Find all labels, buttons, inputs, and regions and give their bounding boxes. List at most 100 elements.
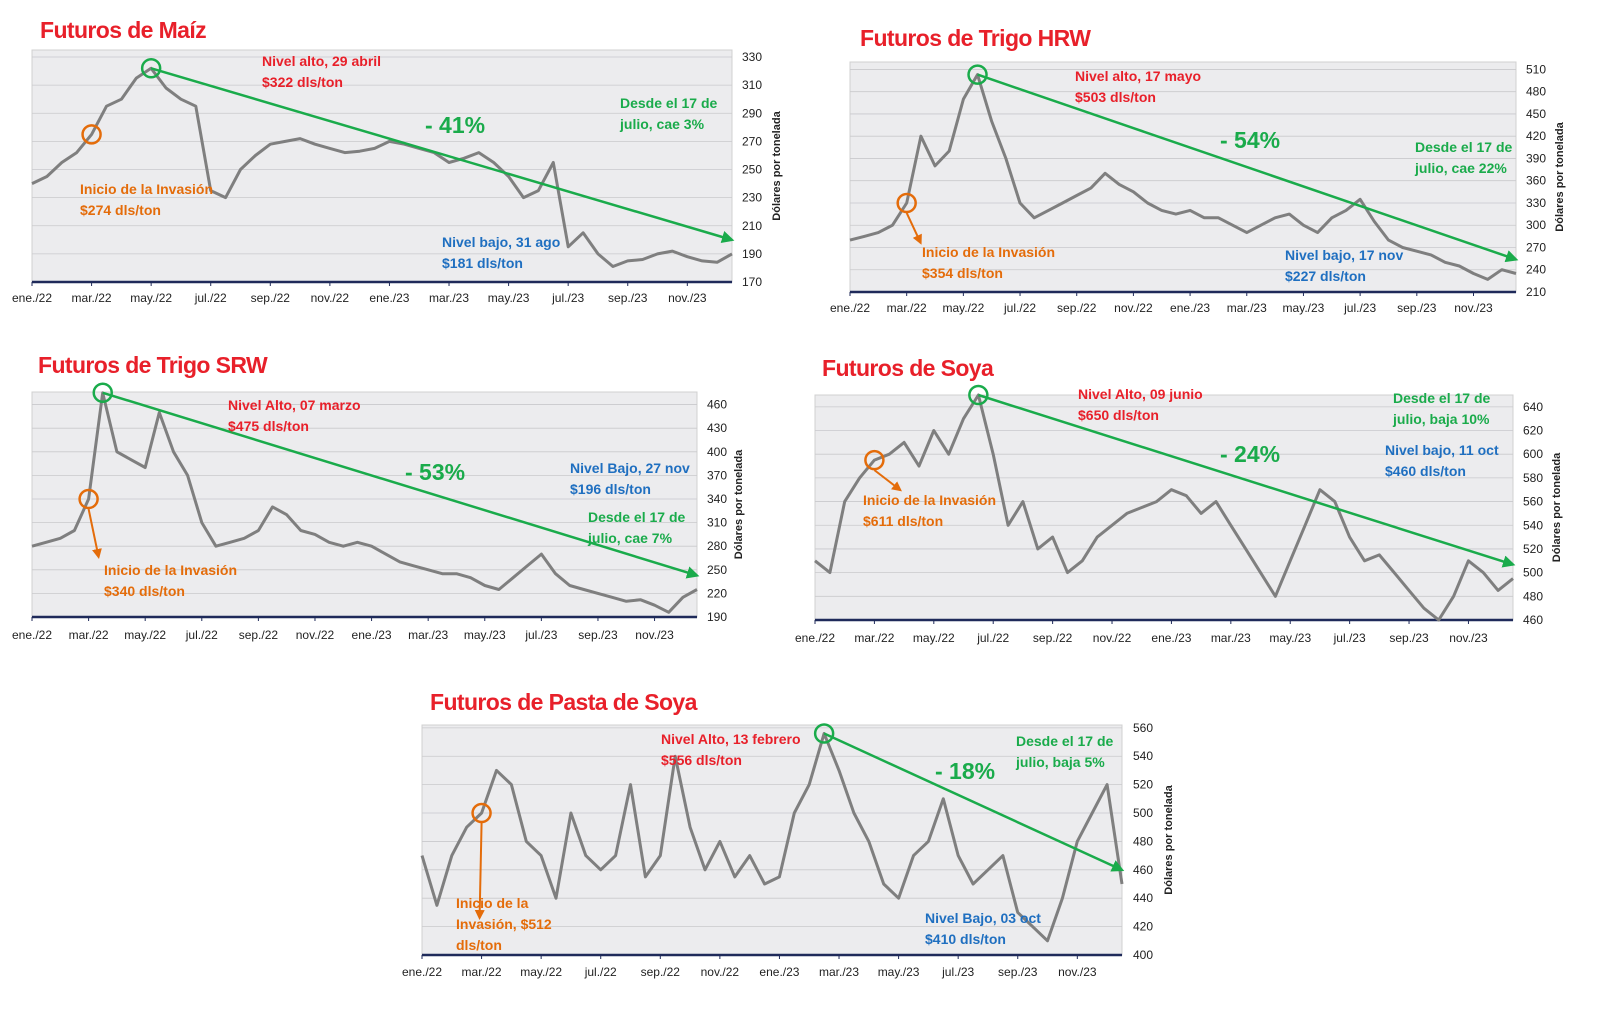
y-tick-label: 640 bbox=[1523, 400, 1543, 414]
annotation: Inicio de la Invasión bbox=[80, 181, 213, 197]
x-tick-label: jul./22 bbox=[185, 628, 218, 642]
y-tick-label: 400 bbox=[707, 445, 727, 459]
y-tick-label: 250 bbox=[742, 163, 762, 177]
annotation: $410 dls/ton bbox=[925, 931, 1006, 947]
x-tick-label: may./23 bbox=[878, 965, 920, 979]
plot-area bbox=[31, 49, 733, 283]
y-tick-label: 270 bbox=[742, 134, 762, 148]
annotation: $556 dls/ton bbox=[661, 752, 742, 768]
y-tick-label: 170 bbox=[742, 275, 762, 289]
x-tick-label: nov./23 bbox=[1454, 301, 1493, 315]
invasion-marker bbox=[471, 802, 492, 824]
y-tick-label: 560 bbox=[1523, 495, 1543, 509]
x-tick-label: mar./22 bbox=[462, 965, 502, 979]
y-tick-label: 420 bbox=[1526, 129, 1546, 143]
invasion-arrow bbox=[905, 212, 922, 245]
y-tick-label: 310 bbox=[707, 516, 727, 530]
x-tick-label: mar./22 bbox=[69, 628, 109, 642]
change-label: - 24% bbox=[1220, 441, 1280, 467]
x-tick-label: sep./23 bbox=[1397, 301, 1437, 315]
annotation: Nivel Alto, 07 marzo bbox=[228, 397, 361, 413]
change-label: - 54% bbox=[1220, 127, 1280, 153]
x-tick-label: jul./22 bbox=[1003, 301, 1036, 315]
x-tick-label: mar./23 bbox=[429, 291, 469, 305]
chart-title: Futuros de Soya bbox=[822, 355, 994, 381]
price-line bbox=[31, 66, 733, 268]
y-tick-label: 500 bbox=[1133, 806, 1153, 820]
invasion-arrow bbox=[87, 508, 102, 559]
x-tick-label: mar./23 bbox=[819, 965, 859, 979]
annotation: julio, baja 5% bbox=[1015, 754, 1105, 770]
annotation: Desde el 17 de bbox=[620, 95, 717, 111]
x-tick-label: sep./23 bbox=[608, 291, 648, 305]
change-label: - 18% bbox=[935, 758, 995, 784]
plot-area bbox=[814, 394, 1514, 621]
annotation: $503 dls/ton bbox=[1075, 89, 1156, 105]
annotation: $611 dls/ton bbox=[863, 513, 943, 529]
y-tick-label: 270 bbox=[1526, 240, 1546, 254]
annotation: $650 dls/ton bbox=[1078, 407, 1159, 423]
annotation: Inicio de la Invasión bbox=[922, 244, 1055, 260]
y-tick-label: 300 bbox=[1526, 218, 1546, 232]
y-tick-label: 440 bbox=[1133, 891, 1153, 905]
x-tick-label: may./22 bbox=[520, 965, 562, 979]
y-tick-label: 330 bbox=[742, 50, 762, 64]
y-tick-label: 330 bbox=[1526, 196, 1546, 210]
y-tick-label: 420 bbox=[1133, 920, 1153, 934]
peak-marker bbox=[140, 58, 162, 79]
x-tick-label: mar./22 bbox=[854, 631, 894, 645]
peak-marker bbox=[92, 382, 113, 404]
annotation: Nivel alto, 29 abril bbox=[262, 53, 381, 69]
x-tick-label: mar./23 bbox=[1211, 631, 1251, 645]
chart-title: Futuros de Pasta de Soya bbox=[430, 689, 698, 715]
y-tick-label: 580 bbox=[1523, 471, 1543, 485]
chart: Futuros de Maíz 170 190 210 230 250 270 290 310 3… bbox=[12, 17, 783, 305]
y-tick-label: 280 bbox=[707, 539, 727, 553]
invasion-marker bbox=[896, 192, 917, 214]
price-line bbox=[849, 73, 1517, 281]
x-tick-label: nov./22 bbox=[1093, 631, 1132, 645]
chart: Futuros de Trigo SRW 190 220 250 280 310 340 37… bbox=[12, 352, 745, 642]
x-tick-label: ene./22 bbox=[12, 628, 52, 642]
y-tick-label: 480 bbox=[1133, 834, 1153, 848]
chart: Futuros de Soya 460 480 500 520 540 560 580 600 6… bbox=[795, 355, 1563, 645]
price-line bbox=[31, 391, 698, 614]
annotation: Nivel Bajo, 03 oct bbox=[925, 910, 1041, 926]
x-tick-label: mar./23 bbox=[408, 628, 448, 642]
y-tick-label: 520 bbox=[1523, 542, 1543, 556]
annotation: Nivel Alto, 13 febrero bbox=[661, 731, 801, 747]
x-tick-label: sep./22 bbox=[1033, 631, 1073, 645]
y-tick-label: 340 bbox=[707, 492, 727, 506]
annotation: Inicio de la Invasión bbox=[863, 492, 996, 508]
x-tick-label: ene./22 bbox=[12, 291, 52, 305]
invasion-marker bbox=[78, 488, 99, 510]
y-tick-label: 220 bbox=[707, 586, 727, 600]
trend-arrow bbox=[823, 732, 1125, 872]
annotation: Nivel bajo, 31 ago bbox=[442, 234, 560, 250]
annotation: Desde el 17 de bbox=[1415, 139, 1512, 155]
x-tick-label: sep./22 bbox=[251, 291, 291, 305]
x-tick-label: may./23 bbox=[488, 291, 530, 305]
annotation: julio, cae 7% bbox=[587, 530, 673, 546]
x-tick-label: sep./22 bbox=[1057, 301, 1097, 315]
x-tick-label: may./22 bbox=[913, 631, 955, 645]
x-tick-label: nov./22 bbox=[1114, 301, 1153, 315]
x-tick-label: jul./23 bbox=[524, 628, 557, 642]
y-tick-label: 480 bbox=[1523, 589, 1543, 603]
y-tick-label: 560 bbox=[1133, 721, 1153, 735]
peak-marker bbox=[968, 384, 989, 406]
x-tick-label: ene./23 bbox=[369, 291, 409, 305]
peak-marker bbox=[967, 64, 988, 85]
y-tick-label: 240 bbox=[1526, 263, 1546, 277]
y-tick-label: 290 bbox=[742, 106, 762, 120]
x-tick-label: ene./22 bbox=[830, 301, 870, 315]
invasion-arrow bbox=[873, 469, 902, 492]
y-tick-label: 250 bbox=[707, 563, 727, 577]
y-tick-label: 450 bbox=[1526, 107, 1546, 121]
x-tick-label: jul./22 bbox=[976, 631, 1009, 645]
annotation: Nivel Bajo, 27 nov bbox=[570, 460, 690, 476]
trend-arrow bbox=[977, 393, 1516, 568]
y-tick-label: 460 bbox=[1133, 863, 1153, 877]
y-tick-label: 370 bbox=[707, 468, 727, 482]
annotation: Inicio de la bbox=[456, 895, 529, 911]
